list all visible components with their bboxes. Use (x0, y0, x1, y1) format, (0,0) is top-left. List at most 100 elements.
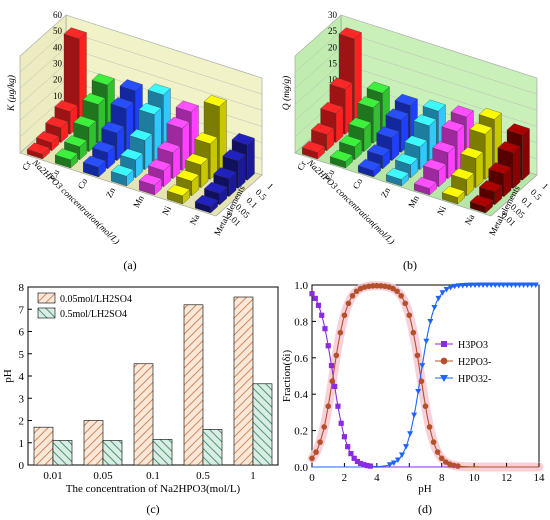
series-marker (370, 283, 376, 289)
series-marker (459, 282, 466, 289)
bar-top-face (320, 102, 344, 114)
series-marker (367, 463, 373, 469)
bar-top-face (460, 147, 484, 159)
bar-top-face (148, 159, 172, 171)
series-marker (500, 282, 507, 289)
chart-c-legend-swatch-1 (37, 292, 56, 304)
bar-top-face (423, 159, 447, 171)
bar (441, 186, 465, 205)
z-tick-label: 10 (53, 91, 63, 101)
bar-top-face (54, 100, 78, 112)
bar (469, 195, 493, 214)
y-tick-label: 0.2 (294, 426, 308, 438)
grid-line (19, 47, 67, 89)
z-tick-label: 60 (53, 10, 63, 20)
bar-top-face (339, 135, 363, 148)
y-tick-label: Na (463, 213, 477, 227)
z-tick-label: 10 (328, 75, 338, 85)
y-tick-label: 2 (19, 416, 25, 428)
series-marker (516, 282, 523, 289)
bar-top-face (147, 83, 171, 96)
bar-top-face (357, 96, 381, 109)
bar-top-face (469, 195, 493, 207)
y-tick-label: 0.8 (294, 316, 308, 328)
series-marker (398, 452, 405, 458)
y-tick-label: 5 (19, 349, 25, 361)
bar-top-face (175, 100, 199, 113)
panel-c-label: (c) (146, 502, 159, 516)
grid-line (65, 30, 263, 95)
chart-a: 0102030405060 10.50.10.050.01 CrCuCoZnMn… (6, 10, 275, 272)
series-marker (488, 282, 495, 289)
series-marker (419, 363, 426, 369)
series-marker (309, 291, 315, 297)
series-marker (364, 462, 370, 469)
series-marker (390, 460, 397, 467)
chart-c-legend-label-1: 0.05mol/LH2SO4 (60, 294, 132, 305)
chart-c-x-axis-label: The concentration of Na2HPO3(mol/L) (66, 483, 241, 495)
chart-b: 051015202530 10.50.10.050.01 CrCuCoZnMnN… (281, 10, 550, 272)
y-tick-label: Cu (323, 167, 337, 181)
chart-d-legend-label-3: HPO32- (458, 374, 491, 385)
chart-c-bars (33, 296, 273, 466)
bar-top-face (413, 177, 437, 189)
chart-c: 0 1 2 3 4 5 6 7 8 0.01 0.05 0.1 0.5 1 0.05mol/LH2SO4… (2, 282, 279, 516)
series-marker (402, 300, 409, 307)
series-marker (426, 424, 433, 430)
series-marker (341, 434, 348, 440)
grid-line (294, 63, 342, 105)
bar (52, 440, 73, 466)
series-marker (508, 282, 515, 289)
bar (183, 304, 204, 466)
series-marker (410, 329, 417, 336)
grid-line (340, 47, 538, 111)
series-marker (317, 439, 323, 445)
bar (413, 177, 437, 196)
chart-c-legend: 0.05mol/LH2SO4 0.5mol/LH2SO4 (37, 292, 132, 320)
bar-top-face (120, 148, 144, 161)
bar (385, 168, 409, 187)
y-tick-label: Co (351, 176, 365, 190)
series-marker (315, 302, 322, 308)
x-tick-label: 4 (374, 472, 380, 484)
y-tick-label: Na (188, 213, 202, 227)
grid-line (294, 30, 342, 73)
chart-a-y-tick-labels: Cr Cu Co Zn Mn Ni Na (20, 159, 201, 226)
series-marker (328, 362, 335, 369)
bar-top-face (478, 107, 502, 120)
y-tick-label: Ni (160, 204, 173, 217)
grid-line (19, 63, 67, 105)
x-tick-label: 12 (501, 472, 512, 484)
x-tick-label: 10 (469, 472, 481, 484)
series-marker (322, 326, 328, 332)
series-marker (319, 312, 325, 318)
chart-c-y-axis-label: pH (2, 369, 14, 383)
series-marker (407, 431, 414, 437)
series-marker (439, 290, 446, 296)
x-tick-label: 1 (540, 181, 550, 191)
bar-top-face (82, 155, 106, 168)
series-marker (332, 383, 338, 390)
bar-top-face (497, 141, 521, 154)
series-marker (512, 282, 519, 289)
series-marker (335, 403, 341, 409)
bar-top-face (91, 73, 115, 86)
y-tick-label: Co (76, 176, 90, 190)
series-marker (390, 285, 396, 292)
y-tick-label: Cr (20, 159, 33, 172)
bar-top-face (110, 97, 134, 109)
series-marker (338, 420, 344, 426)
bar-top-face (357, 159, 381, 171)
series-marker (455, 463, 461, 469)
panel-b-label: (b) (403, 258, 417, 272)
chart-d-x-axis-label: pH (418, 483, 432, 495)
grid-line (19, 79, 67, 121)
bar-top-face (479, 180, 503, 193)
series-marker (365, 283, 372, 290)
bar (82, 155, 106, 178)
series-marker (374, 282, 380, 289)
x-tick-label: 1 (265, 181, 275, 191)
grid-line (19, 95, 67, 138)
x-tick-label: 8 (439, 472, 445, 484)
